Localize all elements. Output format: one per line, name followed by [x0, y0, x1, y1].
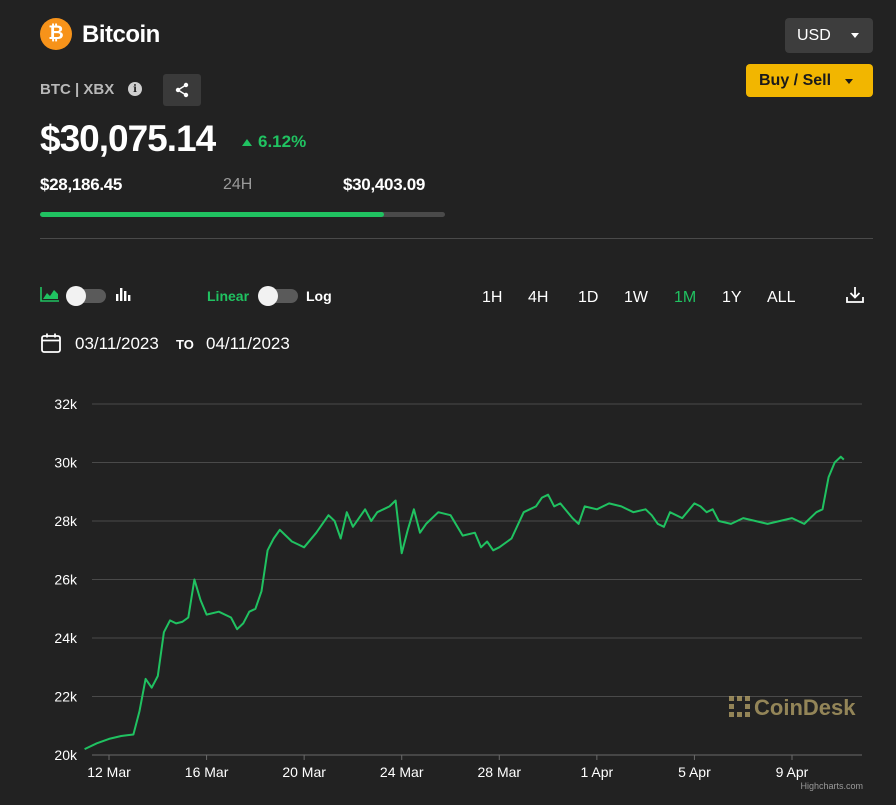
- x-tick-label: 28 Mar: [477, 764, 521, 780]
- range-all-button[interactable]: ALL: [767, 289, 796, 306]
- y-tick-label: 30k: [54, 455, 78, 471]
- chart-type-toggle[interactable]: [66, 286, 106, 306]
- share-button[interactable]: [163, 74, 201, 106]
- y-tick-label: 28k: [54, 513, 78, 529]
- calendar-icon[interactable]: [40, 332, 62, 354]
- ticker-label: BTC | XBX: [40, 81, 115, 98]
- range-bar: [40, 212, 445, 217]
- highcharts-credit[interactable]: Highcharts.com: [800, 781, 863, 791]
- range-4h-button[interactable]: 4H: [528, 289, 549, 306]
- range-1d-button[interactable]: 1D: [578, 289, 599, 306]
- chevron-down-icon: [851, 33, 859, 38]
- bitcoin-logo-glyph: ₿: [48, 23, 64, 44]
- y-tick-label: 32k: [54, 396, 78, 412]
- range-1m-button[interactable]: 1M: [674, 289, 697, 306]
- coindesk-watermark: CoinDesk: [729, 695, 856, 720]
- info-icon[interactable]: i: [128, 82, 142, 96]
- y-tick-label: 22k: [54, 689, 78, 705]
- page-title: Bitcoin: [82, 21, 160, 48]
- range-high: $30,403.09: [343, 175, 426, 194]
- y-tick-label: 26k: [54, 572, 78, 588]
- range-bar-fill: [40, 212, 385, 217]
- divider: [40, 238, 873, 239]
- price-change: 6.12%: [242, 132, 306, 152]
- range-1w-button[interactable]: 1W: [624, 289, 648, 306]
- x-tick-label: 9 Apr: [776, 764, 809, 780]
- scale-toggle[interactable]: [258, 286, 298, 306]
- bitcoin-logo-icon: ₿: [40, 18, 72, 50]
- x-tick-label: 16 Mar: [185, 764, 229, 780]
- date-to-field[interactable]: 04/11/2023: [206, 334, 290, 353]
- toggle-knob: [66, 286, 86, 306]
- price-change-value: 6.12%: [258, 132, 307, 151]
- price-series-line: [84, 455, 845, 751]
- currency-select[interactable]: USD: [785, 18, 873, 53]
- range-low: $28,186.45: [40, 175, 123, 194]
- y-tick-label: 24k: [54, 630, 78, 646]
- x-tick-label: 12 Mar: [87, 764, 131, 780]
- current-price: $30,075.14: [40, 118, 216, 159]
- bar-chart-icon[interactable]: [115, 286, 131, 302]
- buy-sell-button[interactable]: Buy / Sell: [746, 64, 873, 97]
- x-tick-label: 5 Apr: [678, 764, 711, 780]
- download-icon[interactable]: [845, 286, 865, 304]
- area-chart-icon[interactable]: [40, 286, 60, 302]
- date-from-field[interactable]: 03/11/2023: [75, 334, 159, 353]
- watermark-text: CoinDesk: [754, 695, 856, 720]
- coindesk-logo-icon: [729, 696, 750, 717]
- range-period-label: 24H: [223, 176, 253, 193]
- toggle-knob: [258, 286, 278, 306]
- up-arrow-icon: [242, 138, 252, 146]
- currency-value: USD: [797, 26, 831, 44]
- price-chart: 20k 22k 24k 26k 28k 30k 32k 12 Mar 16 Mar 20 Mar…: [54, 396, 863, 791]
- y-tick-label: 20k: [54, 747, 78, 763]
- linear-scale-label[interactable]: Linear: [207, 288, 250, 304]
- range-1y-button[interactable]: 1Y: [722, 289, 742, 306]
- share-icon: [175, 82, 189, 98]
- x-tick-label: 20 Mar: [282, 764, 326, 780]
- range-1h-button[interactable]: 1H: [482, 289, 503, 306]
- x-tick-label: 1 Apr: [581, 764, 614, 780]
- chevron-down-icon: [845, 79, 853, 84]
- x-tick-label: 24 Mar: [380, 764, 424, 780]
- buy-sell-label: Buy / Sell: [759, 71, 832, 89]
- log-scale-label[interactable]: Log: [306, 288, 332, 304]
- date-to-label: TO: [176, 337, 194, 352]
